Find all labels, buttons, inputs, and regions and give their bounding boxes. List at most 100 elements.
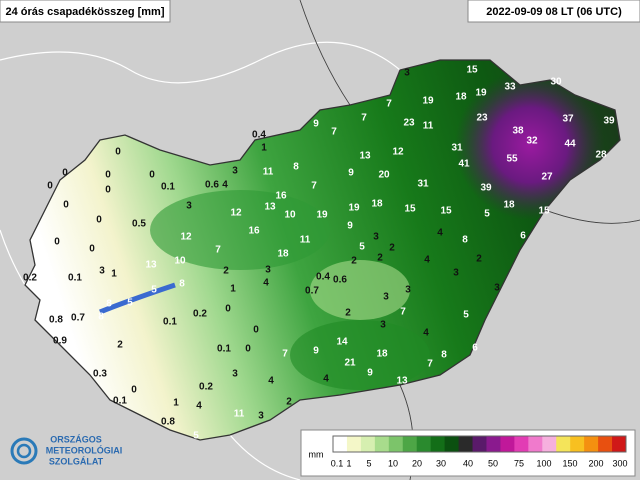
station-value: 33	[504, 82, 516, 93]
station-value: 0.7	[305, 286, 319, 297]
station-value: 8	[179, 279, 185, 290]
station-value: 28	[595, 150, 607, 161]
station-value: 3	[373, 232, 379, 243]
station-value: 3	[186, 201, 192, 212]
station-value: 41	[458, 159, 470, 170]
station-value: 7	[427, 359, 433, 370]
legend-swatch	[346, 436, 362, 452]
station-value: 8	[293, 162, 299, 173]
station-value: 3	[383, 292, 389, 303]
timestamp: 2022-09-09 08 LT (06 UTC)	[486, 6, 622, 18]
legend-swatch	[486, 436, 501, 452]
station-value: 0	[63, 200, 69, 211]
station-value: 16	[275, 191, 287, 202]
legend-swatch	[612, 436, 627, 452]
station-value: 18	[371, 199, 383, 210]
station-value: 7	[215, 245, 221, 256]
station-value: 0.6	[333, 275, 347, 286]
station-value: 6	[520, 231, 526, 242]
station-value: 0	[62, 168, 68, 179]
station-value: 16	[248, 226, 260, 237]
station-value: 8	[441, 350, 447, 361]
legend-swatch	[528, 436, 543, 452]
station-value: 19	[348, 203, 360, 214]
station-value: 2	[476, 254, 482, 265]
title-box	[0, 0, 171, 23]
legend-swatch	[416, 436, 432, 452]
station-value: 39	[480, 183, 492, 194]
station-value: 0.8	[161, 417, 175, 428]
station-value: 0	[47, 181, 53, 192]
station-value: 19	[422, 96, 434, 107]
legend-swatch	[388, 436, 404, 452]
legend-label: 20	[412, 458, 422, 468]
station-value: 12	[392, 147, 404, 158]
station-value: 4	[423, 328, 429, 339]
station-value: 2	[286, 397, 292, 408]
station-value: 4	[437, 228, 443, 239]
legend-swatch	[430, 436, 446, 452]
station-value: 8	[462, 235, 468, 246]
station-value: 15	[440, 206, 452, 217]
station-value: 0	[105, 185, 111, 196]
station-value: 0	[89, 244, 95, 255]
station-value: 8	[98, 312, 104, 323]
logo-text: ORSZÁGOS	[50, 434, 102, 444]
station-value: 9	[313, 346, 319, 357]
station-value: 6	[472, 343, 478, 354]
station-value: 1	[230, 284, 236, 295]
station-value: 0.7	[71, 313, 85, 324]
station-value: 9	[367, 368, 373, 379]
station-value: 2	[389, 243, 395, 254]
station-value: 11	[263, 167, 274, 178]
station-value: 15	[404, 204, 416, 215]
station-value: 44	[564, 139, 576, 150]
station-value: 0	[105, 170, 111, 181]
legend-swatch	[584, 436, 599, 452]
station-value: 13	[264, 202, 276, 213]
legend-label: 40	[463, 458, 473, 468]
station-value: 3	[232, 369, 238, 380]
station-value: 4	[263, 278, 269, 289]
station-value: 0.4	[316, 272, 330, 283]
station-value: 9	[348, 168, 354, 179]
station-value: 3	[258, 411, 264, 422]
legend-swatch	[444, 436, 460, 452]
logo: ORSZÁGOS METEOROLÓGIAI SZOLGÁLAT	[10, 434, 122, 466]
station-value: 0.1	[113, 396, 127, 407]
station-value: 2	[345, 308, 351, 319]
station-value: 0	[225, 304, 231, 315]
legend-swatch	[374, 436, 390, 452]
station-value: 39	[603, 116, 615, 127]
station-value: 5	[127, 298, 133, 309]
station-value: 13	[145, 260, 157, 271]
station-value: 0.2	[23, 273, 37, 284]
station-value: 0.3	[93, 369, 107, 380]
station-value: 12	[230, 208, 242, 219]
legend-label: 30	[436, 458, 446, 468]
station-value: 3	[232, 166, 238, 177]
station-value: 27	[541, 172, 553, 183]
station-value: 0	[253, 325, 259, 336]
station-value: 0	[245, 344, 251, 355]
station-value: 7	[311, 181, 317, 192]
station-value: 7	[361, 113, 367, 124]
station-value: 15	[466, 65, 478, 76]
title: 24 órás csapadékösszeg [mm]	[6, 6, 165, 18]
legend-swatch	[556, 436, 571, 452]
legend-label: 50	[488, 458, 498, 468]
legend-swatch	[542, 436, 557, 452]
station-value: 38	[512, 126, 524, 137]
legend-swatch	[500, 436, 515, 452]
station-value: 0.6	[205, 180, 219, 191]
station-value: 15	[538, 206, 550, 217]
station-value: 7	[331, 127, 337, 138]
station-value: 0.4	[252, 130, 266, 141]
station-value: 3	[99, 266, 105, 277]
station-value: 10	[284, 210, 296, 221]
station-value: 2	[377, 253, 383, 264]
station-value: 11	[234, 409, 245, 420]
station-value: 12	[180, 232, 192, 243]
